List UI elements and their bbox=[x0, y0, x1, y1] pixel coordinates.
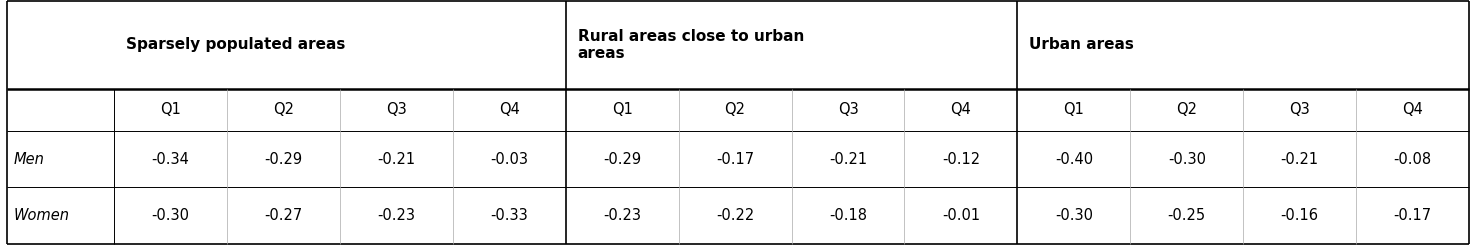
Text: Q1: Q1 bbox=[1063, 102, 1085, 117]
Text: -0.08: -0.08 bbox=[1394, 152, 1432, 167]
Text: Q1: Q1 bbox=[612, 102, 633, 117]
Text: -0.33: -0.33 bbox=[490, 208, 528, 223]
Text: Q3: Q3 bbox=[386, 102, 406, 117]
Text: Q2: Q2 bbox=[1176, 102, 1197, 117]
Text: Q3: Q3 bbox=[838, 102, 858, 117]
Text: -0.30: -0.30 bbox=[1055, 208, 1092, 223]
Text: Men: Men bbox=[13, 152, 44, 167]
Text: Q3: Q3 bbox=[1289, 102, 1310, 117]
Text: -0.34: -0.34 bbox=[152, 152, 190, 167]
Text: -0.17: -0.17 bbox=[715, 152, 754, 167]
Text: -0.23: -0.23 bbox=[604, 208, 642, 223]
Text: -0.21: -0.21 bbox=[1281, 152, 1319, 167]
Text: Q2: Q2 bbox=[724, 102, 746, 117]
Text: -0.18: -0.18 bbox=[829, 208, 867, 223]
Text: -0.01: -0.01 bbox=[942, 208, 980, 223]
Text: Urban areas: Urban areas bbox=[1029, 37, 1133, 52]
Text: Q4: Q4 bbox=[1403, 102, 1423, 117]
Text: -0.40: -0.40 bbox=[1055, 152, 1092, 167]
Text: -0.25: -0.25 bbox=[1167, 208, 1206, 223]
Text: Q4: Q4 bbox=[499, 102, 520, 117]
Text: Q2: Q2 bbox=[272, 102, 294, 117]
Text: -0.03: -0.03 bbox=[490, 152, 528, 167]
Text: -0.21: -0.21 bbox=[377, 152, 415, 167]
Text: Rural areas close to urban
areas: Rural areas close to urban areas bbox=[577, 29, 804, 61]
Text: -0.29: -0.29 bbox=[265, 152, 303, 167]
Text: Q1: Q1 bbox=[160, 102, 181, 117]
Text: -0.17: -0.17 bbox=[1394, 208, 1432, 223]
Text: -0.23: -0.23 bbox=[377, 208, 415, 223]
Text: Sparsely populated areas: Sparsely populated areas bbox=[125, 37, 346, 52]
Text: -0.29: -0.29 bbox=[604, 152, 642, 167]
Text: -0.30: -0.30 bbox=[152, 208, 190, 223]
Text: -0.27: -0.27 bbox=[265, 208, 303, 223]
Text: -0.30: -0.30 bbox=[1167, 152, 1206, 167]
Text: -0.12: -0.12 bbox=[942, 152, 980, 167]
Text: -0.16: -0.16 bbox=[1281, 208, 1319, 223]
Text: Women: Women bbox=[13, 208, 69, 223]
Text: Q4: Q4 bbox=[951, 102, 972, 117]
Text: -0.22: -0.22 bbox=[715, 208, 754, 223]
Text: -0.21: -0.21 bbox=[829, 152, 867, 167]
